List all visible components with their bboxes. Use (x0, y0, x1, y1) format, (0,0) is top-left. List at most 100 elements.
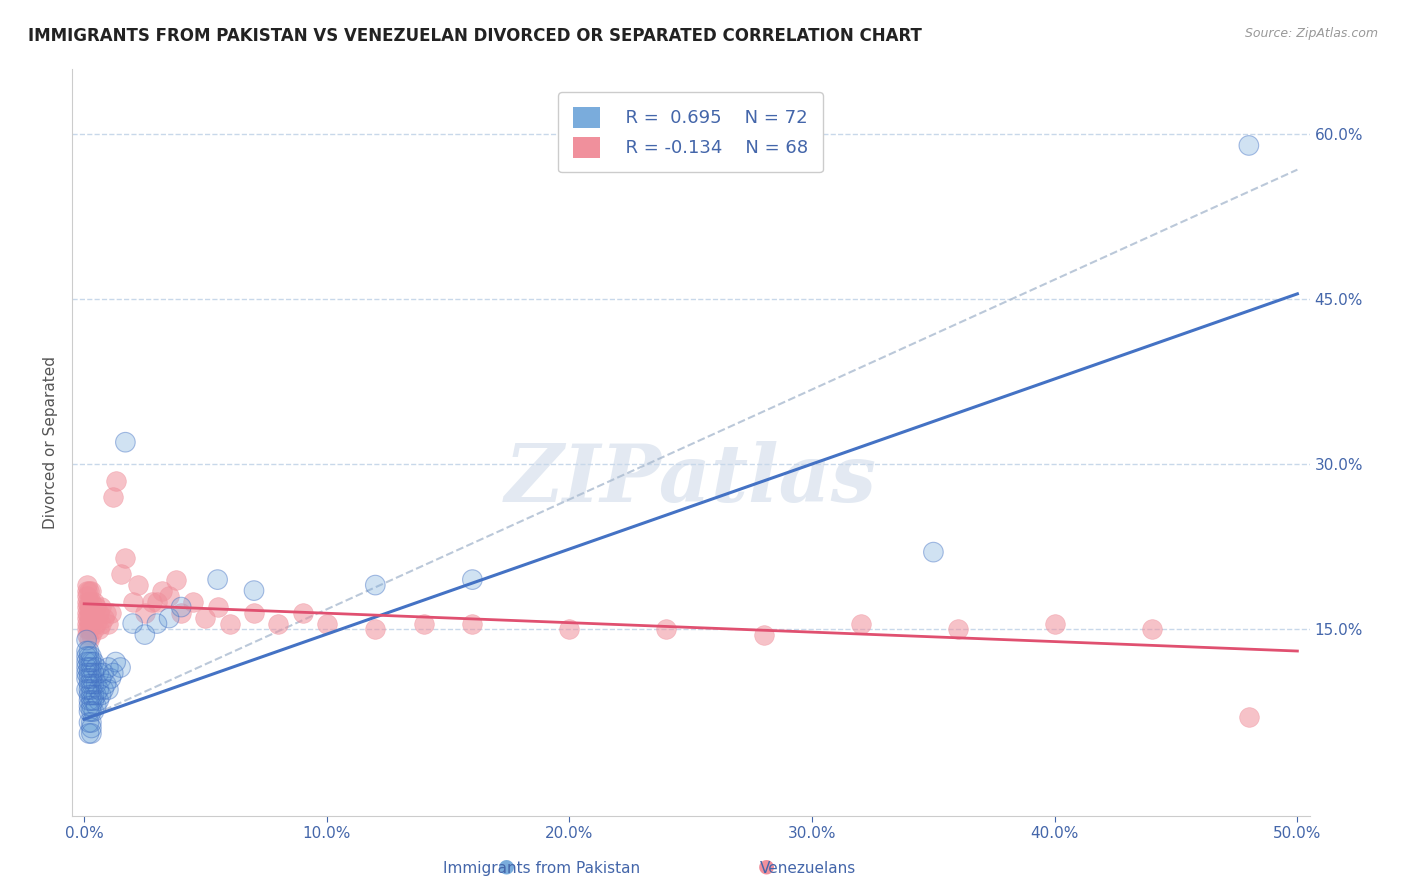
Point (76, 606, 98, 620)
Point (77, 666, 100, 681)
Point (291, 606, 314, 620)
Point (364, 622, 387, 636)
Point (90, 616, 112, 631)
Point (77, 672, 100, 686)
Point (412, 616, 434, 631)
Point (77, 649, 100, 664)
Point (157, 589, 180, 603)
Point (243, 583, 266, 598)
Point (134, 606, 156, 620)
Point (77, 726, 100, 740)
Point (114, 435, 136, 450)
Point (80, 721, 103, 735)
Point (76, 655, 98, 669)
Point (87, 693, 110, 707)
Point (80, 698, 103, 713)
Point (80, 583, 103, 598)
Point (150, 583, 173, 598)
Point (946, 622, 969, 636)
Point (76, 644, 98, 658)
Point (315, 616, 337, 631)
Point (127, 578, 149, 592)
Point (1237, 710, 1260, 724)
Point (77, 677, 100, 691)
Point (84, 688, 107, 702)
Point (87, 606, 110, 620)
Point (76, 627, 98, 641)
Point (110, 660, 132, 674)
Point (77, 688, 100, 702)
Point (80, 594, 103, 608)
Point (76, 589, 98, 603)
Point (1237, 138, 1260, 153)
Point (461, 573, 484, 587)
Point (77, 698, 100, 713)
Point (80, 660, 103, 674)
Point (80, 698, 103, 713)
Legend:   R =  0.695    N = 72,   R = -0.134    N = 68: R = 0.695 N = 72, R = -0.134 N = 68 (558, 93, 823, 172)
Point (76, 660, 98, 674)
Point (84, 677, 107, 691)
Point (243, 606, 266, 620)
Point (84, 677, 107, 691)
Point (100, 672, 122, 686)
Point (558, 622, 581, 636)
Point (207, 600, 229, 615)
Point (76, 583, 98, 598)
Point (364, 578, 387, 592)
Point (76, 633, 98, 648)
Point (80, 677, 103, 691)
Point (76, 578, 98, 592)
Point (77, 622, 100, 636)
Point (83, 677, 105, 691)
Point (80, 705, 103, 719)
Point (146, 616, 169, 631)
Point (849, 616, 872, 631)
Point (93, 682, 115, 697)
Point (141, 594, 163, 608)
Point (77, 682, 100, 697)
Point (76, 622, 98, 636)
Point (83, 611, 105, 625)
Point (77, 666, 100, 681)
Point (170, 600, 193, 615)
Point (146, 594, 169, 608)
Point (87, 666, 110, 681)
Point (80, 666, 103, 681)
Point (84, 660, 107, 674)
Point (77, 660, 100, 674)
Point (93, 666, 115, 681)
Point (80, 672, 103, 686)
Point (461, 573, 484, 587)
Text: Venezuelans: Venezuelans (761, 861, 856, 876)
Point (90, 600, 112, 615)
Point (243, 583, 266, 598)
Point (77, 583, 100, 598)
Point (146, 616, 169, 631)
Point (752, 627, 775, 641)
Point (97, 682, 120, 697)
Point (76, 672, 98, 686)
Point (97, 682, 120, 697)
Point (194, 611, 217, 625)
Text: Immigrants from Pakistan: Immigrants from Pakistan (443, 861, 640, 876)
Point (77, 644, 100, 658)
Point (77, 715, 100, 730)
Point (110, 567, 132, 582)
Point (87, 693, 110, 707)
Point (76, 660, 98, 674)
Point (80, 726, 103, 740)
Point (121, 616, 143, 631)
Point (80, 666, 103, 681)
Point (77, 594, 100, 608)
Point (83, 705, 105, 719)
Point (80, 649, 103, 664)
Point (76, 611, 98, 625)
Point (207, 573, 229, 587)
Point (77, 655, 100, 669)
Point (134, 627, 156, 641)
Point (80, 715, 103, 730)
Point (364, 578, 387, 592)
Point (77, 677, 100, 691)
Point (90, 672, 112, 686)
